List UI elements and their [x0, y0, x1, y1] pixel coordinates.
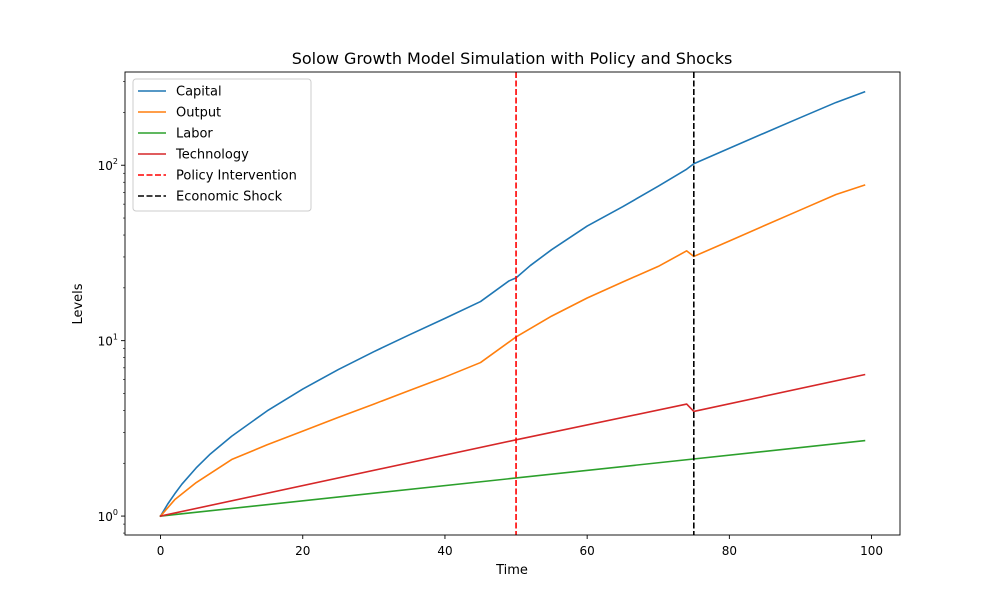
series-line-labor — [159, 439, 866, 517]
y-tick-label: 100 — [98, 508, 118, 524]
chart-title: Solow Growth Model Simulation with Polic… — [292, 49, 733, 68]
x-tick-label: 40 — [437, 544, 452, 558]
x-tick-label: 60 — [580, 544, 595, 558]
x-tick-label: 20 — [295, 544, 310, 558]
series-line-output — [159, 184, 866, 518]
x-tick-label: 0 — [157, 544, 165, 558]
legend-box — [132, 78, 312, 212]
series-group — [159, 72, 866, 535]
y-tick-label: 102 — [98, 157, 118, 173]
legend-label: Capital — [176, 85, 222, 100]
legend-label: Output — [176, 106, 221, 121]
legend-label: Labor — [176, 127, 213, 142]
legend: Capital Output Labor Technology Policy Inter… — [132, 78, 312, 212]
plot-frame — [124, 71, 901, 536]
legend-label: Technology — [175, 148, 249, 163]
y-axis-label: Levels — [71, 283, 86, 324]
y-tick-label: 101 — [98, 333, 118, 349]
legend-label: Policy Intervention — [176, 169, 297, 184]
x-tick-label: 80 — [722, 544, 737, 558]
x-axis-label: Time — [495, 563, 528, 578]
legend-label: Economic Shock — [176, 190, 283, 205]
series-line-technology — [159, 373, 866, 518]
series-line-capital — [159, 90, 866, 518]
x-tick-label: 100 — [860, 544, 883, 558]
axes: 0 20 40 60 80 100 100 101 102 — [98, 71, 901, 558]
plot-area — [159, 72, 866, 535]
